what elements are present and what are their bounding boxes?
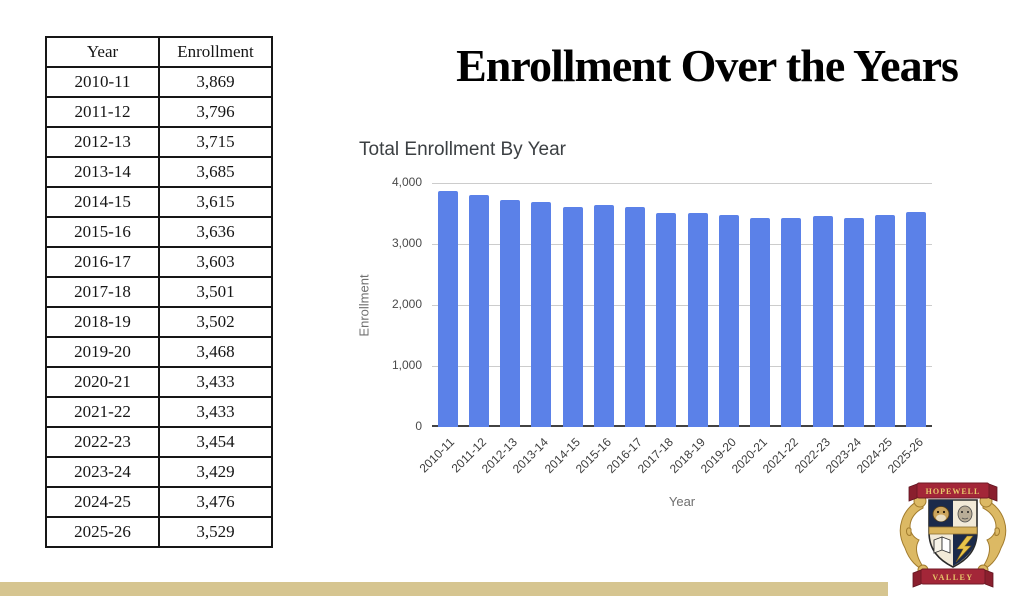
enrollment-cell: 3,715 xyxy=(158,126,273,158)
enrollment-cell: 3,529 xyxy=(158,516,273,548)
table-row: 2013-14 3,685 xyxy=(45,156,273,188)
table-row: 2015-16 3,636 xyxy=(45,216,273,248)
open-book-icon xyxy=(933,536,951,554)
table-row: 2020-21 3,433 xyxy=(45,366,273,398)
footer-accent-bar xyxy=(0,582,888,596)
bar-2020-21 xyxy=(750,217,771,427)
table-row: 2022-23 3,454 xyxy=(45,426,273,458)
tiger-icon xyxy=(957,505,973,523)
table-row: 2025-26 3,529 xyxy=(45,516,273,548)
y-tick-label: 3,000 xyxy=(391,236,422,250)
enrollment-cell: 3,433 xyxy=(158,366,273,398)
year-cell: 2014-15 xyxy=(45,186,160,218)
lightning-bolt-icon xyxy=(955,535,974,563)
table-row: 2019-20 3,468 xyxy=(45,336,273,368)
bar-2023-24 xyxy=(843,217,864,427)
enrollment-cell: 3,603 xyxy=(158,246,273,278)
enrollment-cell: 3,433 xyxy=(158,396,273,428)
enrollment-cell: 3,636 xyxy=(158,216,273,248)
y-tick-label: 0 xyxy=(415,419,422,433)
y-tick-label: 1,000 xyxy=(391,358,422,372)
bar-2024-25 xyxy=(875,214,896,427)
year-cell: 2012-13 xyxy=(45,126,160,158)
year-cell: 2019-20 xyxy=(45,336,160,368)
page-title: Enrollment Over the Years xyxy=(456,39,959,91)
year-cell: 2025-26 xyxy=(45,516,160,548)
crest-bottom-banner-text: VALLEY xyxy=(932,573,973,582)
bar-2018-19 xyxy=(687,213,708,427)
bar-2015-16 xyxy=(593,205,614,427)
bar-2022-23 xyxy=(812,216,833,427)
enrollment-cell: 3,429 xyxy=(158,456,273,488)
bar-2021-22 xyxy=(781,217,802,427)
gridline xyxy=(432,244,932,245)
enrollment-cell: 3,796 xyxy=(158,96,273,128)
enrollment-cell: 3,685 xyxy=(158,156,273,188)
bar-2019-20 xyxy=(718,215,739,427)
bar-2012-13 xyxy=(500,200,521,427)
bar-2011-12 xyxy=(468,195,489,427)
crest-top-banner-text: HOPEWELL xyxy=(926,487,981,496)
enrollment-table-body: 2010-11 3,869 2011-12 3,796 2012-13 3,715 2013… xyxy=(45,66,273,548)
y-tick-label: 4,000 xyxy=(391,175,422,189)
year-cell: 2022-23 xyxy=(45,426,160,458)
table-row: 2018-19 3,502 xyxy=(45,306,273,338)
table-row: 2017-18 3,501 xyxy=(45,276,273,308)
chart-title: Total Enrollment By Year xyxy=(359,139,567,160)
school-crest-logo: HOPEWELL VALLEY xyxy=(899,482,1007,588)
enrollment-cell: 3,501 xyxy=(158,276,273,308)
x-axis-title: Year xyxy=(668,494,696,509)
year-cell: 2017-18 xyxy=(45,276,160,308)
enrollment-table: Year Enrollment 2010-11 3,869 2011-12 3,796… xyxy=(45,36,273,548)
table-row: 2011-12 3,796 xyxy=(45,96,273,128)
table-header-enrollment: Enrollment xyxy=(158,36,273,68)
bulldog-icon xyxy=(932,506,950,522)
y-tick-label: 2,000 xyxy=(391,297,422,311)
enrollment-cell: 3,468 xyxy=(158,336,273,368)
year-cell: 2018-19 xyxy=(45,306,160,338)
enrollment-cell: 3,502 xyxy=(158,306,273,338)
table-header-row: Year Enrollment xyxy=(45,36,273,68)
enrollment-table-header: Year Enrollment xyxy=(45,36,273,68)
table-row: 2023-24 3,429 xyxy=(45,456,273,488)
gridline xyxy=(432,183,932,184)
bar-2014-15 xyxy=(562,206,583,427)
year-cell: 2010-11 xyxy=(45,66,160,98)
bar-2010-11 xyxy=(437,191,458,427)
enrollment-cell: 3,476 xyxy=(158,486,273,518)
year-cell: 2023-24 xyxy=(45,456,160,488)
table-row: 2024-25 3,476 xyxy=(45,486,273,518)
bar-2016-17 xyxy=(625,207,646,427)
crest-bottom-ribbon: VALLEY xyxy=(912,568,994,588)
gridline xyxy=(432,305,932,306)
year-cell: 2015-16 xyxy=(45,216,160,248)
bar-2017-18 xyxy=(656,213,677,427)
table-row: 2016-17 3,603 xyxy=(45,246,273,278)
year-cell: 2020-21 xyxy=(45,366,160,398)
year-cell: 2024-25 xyxy=(45,486,160,518)
enrollment-cell: 3,869 xyxy=(158,66,273,98)
crest-motto-band xyxy=(928,526,978,535)
plot-area: 0 1,000 2,000 3,000 4,000 2010-11 2011-12 2012-… xyxy=(392,175,932,476)
table-header-year: Year xyxy=(45,36,160,68)
enrollment-cell: 3,615 xyxy=(158,186,273,218)
x-axis-line xyxy=(432,425,932,427)
enrollment-cell: 3,454 xyxy=(158,426,273,458)
year-cell: 2021-22 xyxy=(45,396,160,428)
bar-2013-14 xyxy=(531,202,552,427)
gridline xyxy=(432,366,932,367)
year-cell: 2011-12 xyxy=(45,96,160,128)
table-row: 2021-22 3,433 xyxy=(45,396,273,428)
bar-2025-26 xyxy=(906,211,927,427)
x-tick-label: 2010-11 xyxy=(417,435,458,476)
crest-top-ribbon: HOPEWELL xyxy=(908,482,998,502)
year-cell: 2016-17 xyxy=(45,246,160,278)
table-row: 2014-15 3,615 xyxy=(45,186,273,218)
table-row: 2012-13 3,715 xyxy=(45,126,273,158)
year-cell: 2013-14 xyxy=(45,156,160,188)
enrollment-chart: Total Enrollment By Year Enrollment 0 1,0… xyxy=(355,136,980,518)
table-row: 2010-11 3,869 xyxy=(45,66,273,98)
